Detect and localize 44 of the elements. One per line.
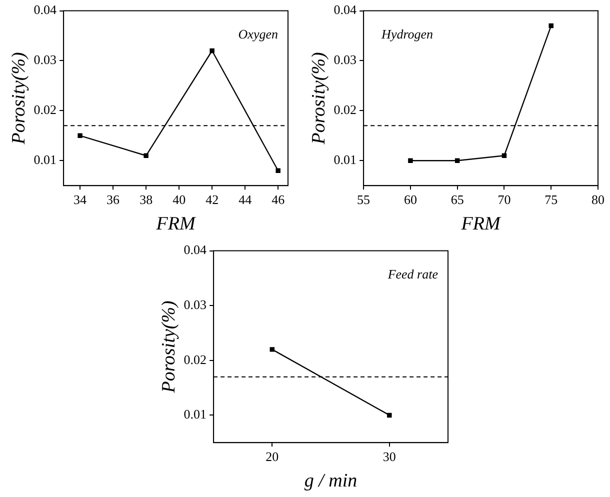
x-tick-label: 34: [74, 192, 88, 207]
y-tick-label: 0.02: [334, 102, 357, 118]
x-tick-label: 20: [266, 448, 279, 464]
x-tick-label: 70: [498, 192, 511, 207]
point: [210, 48, 214, 54]
x-axis-title: FRM: [155, 214, 196, 235]
point: [276, 168, 280, 173]
annotation: Oxygen: [238, 26, 278, 42]
y-tick-label: 0.03: [34, 52, 57, 68]
x-tick-label: 44: [238, 192, 252, 207]
y-axis-title: Porosity(%): [308, 52, 330, 146]
y-tick-label: 0.01: [34, 152, 57, 168]
point: [502, 153, 507, 158]
y-tick-label: 0.01: [334, 152, 357, 168]
point: [454, 158, 460, 163]
y-tick-label: 0.04: [184, 242, 208, 258]
x-tick-label: 42: [206, 192, 219, 207]
x-tick-label: 30: [382, 448, 396, 464]
x-axis-title: FRM: [460, 214, 502, 235]
point: [548, 23, 554, 28]
x-tick-label: 46: [272, 192, 286, 207]
x-tick-label: 40: [172, 192, 186, 207]
annotation: Feed rate: [386, 266, 438, 282]
x-tick-label: 60: [404, 192, 417, 207]
y-tick-label: 0.04: [34, 2, 58, 18]
x-tick-label: 80: [592, 192, 604, 207]
point: [144, 153, 148, 158]
y-axis-title: Porosity(%): [158, 300, 180, 394]
y-axis-title: Porosity(%): [8, 52, 30, 146]
x-tick-label: 75: [544, 192, 558, 207]
x-tick-label: 38: [140, 192, 153, 207]
point: [78, 133, 82, 138]
point: [408, 158, 413, 163]
x-tick-label: 55: [357, 192, 370, 207]
y-tick-label: 0.02: [34, 102, 57, 118]
y-tick-label: 0.03: [184, 297, 207, 312]
y-tick-label: 0.03: [334, 52, 357, 68]
y-tick-label: 0.04: [334, 2, 358, 18]
x-axis-title: g / min: [304, 470, 358, 492]
y-tick-label: 0.01: [184, 406, 207, 422]
y-tick-label: 0.02: [184, 352, 207, 367]
annotation: Hydrogen: [380, 26, 434, 42]
x-tick-label: 36: [106, 192, 120, 207]
x-tick-label: 65: [450, 192, 464, 207]
